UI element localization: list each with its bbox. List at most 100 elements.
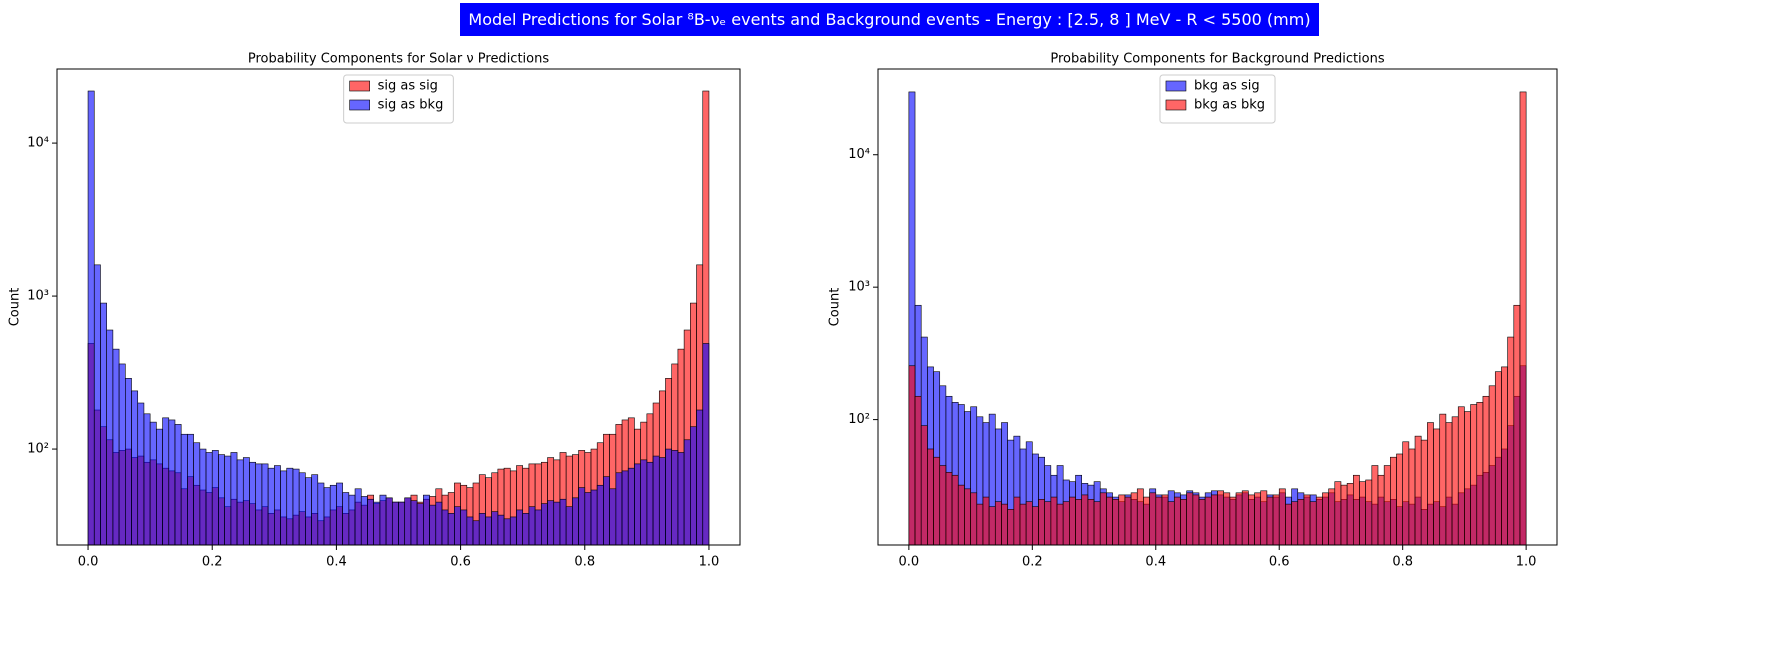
bar xyxy=(982,496,990,546)
bar xyxy=(472,520,480,546)
bar xyxy=(292,468,300,546)
bar xyxy=(1248,494,1255,546)
legend-swatch xyxy=(349,80,370,92)
bar xyxy=(485,516,492,546)
bar xyxy=(236,459,244,546)
bar xyxy=(1069,496,1076,546)
bar xyxy=(665,448,672,546)
bar xyxy=(168,419,176,546)
legend-swatch xyxy=(349,99,370,111)
bar xyxy=(211,450,219,546)
bar xyxy=(410,500,418,546)
bar xyxy=(447,513,455,546)
bar xyxy=(398,501,406,546)
bar xyxy=(218,454,225,546)
bar xyxy=(1149,492,1157,546)
bar xyxy=(348,494,356,546)
bar xyxy=(621,470,629,546)
bar xyxy=(1093,501,1101,546)
bar xyxy=(1260,490,1268,546)
bar xyxy=(503,518,511,546)
bar xyxy=(162,417,170,546)
bar xyxy=(317,482,325,546)
bar xyxy=(267,467,275,546)
bar xyxy=(1075,499,1082,546)
bar xyxy=(112,348,120,546)
bar xyxy=(1303,494,1311,546)
bar xyxy=(1408,448,1416,546)
bar xyxy=(945,471,953,546)
bar xyxy=(1451,416,1459,546)
bar xyxy=(305,477,312,546)
bar xyxy=(143,413,151,546)
bar xyxy=(1032,506,1039,546)
bar xyxy=(1427,422,1434,546)
x-tick-label: 1.0 xyxy=(699,555,720,570)
y-tick-label: 10² xyxy=(848,412,870,427)
bar xyxy=(1050,496,1058,546)
bar xyxy=(603,476,610,546)
bar xyxy=(174,424,182,546)
bar xyxy=(298,472,306,546)
bar xyxy=(329,484,337,546)
bar xyxy=(1192,494,1200,546)
bar xyxy=(106,329,114,546)
bar xyxy=(1383,465,1391,546)
bar xyxy=(1464,411,1471,546)
bar xyxy=(609,488,617,546)
bar xyxy=(242,457,250,546)
bar xyxy=(1346,483,1354,546)
bar xyxy=(1365,479,1373,546)
legend-swatch xyxy=(1165,99,1187,111)
bar xyxy=(1433,428,1441,546)
y-tick-label: 10⁴ xyxy=(848,147,870,162)
bar xyxy=(908,365,916,546)
legend-label: bkg as bkg xyxy=(1194,98,1265,113)
bar xyxy=(578,487,586,546)
bar xyxy=(1062,501,1070,546)
y-tick-label: 10⁴ xyxy=(27,136,49,151)
bar xyxy=(1402,441,1410,546)
bar xyxy=(1204,496,1212,546)
bar xyxy=(988,506,996,546)
bar xyxy=(93,264,101,546)
bar xyxy=(1476,402,1484,546)
bar xyxy=(1001,503,1008,546)
bar xyxy=(1507,336,1515,546)
bar xyxy=(1291,501,1299,546)
bar xyxy=(572,497,579,546)
bar xyxy=(1056,503,1064,546)
bar xyxy=(547,500,555,546)
legend: bkg as sig bkg as bkg xyxy=(1159,74,1276,124)
x-tick-label: 0.6 xyxy=(450,555,471,570)
y-axis-label: Count xyxy=(828,288,843,327)
bar xyxy=(1136,488,1144,546)
bar xyxy=(205,452,213,546)
bar xyxy=(441,509,449,546)
bar xyxy=(1377,474,1385,546)
bar xyxy=(920,425,928,546)
y-tick-label: 10³ xyxy=(848,280,870,295)
bar xyxy=(596,484,604,546)
legend-label: sig as sig xyxy=(378,79,438,94)
bar xyxy=(435,501,443,546)
legend-label: sig as bkg xyxy=(378,98,444,113)
bar xyxy=(1285,503,1292,546)
bar xyxy=(1322,492,1329,546)
bar xyxy=(509,516,517,546)
bar xyxy=(976,503,984,546)
bar xyxy=(1019,503,1027,546)
bar xyxy=(1457,406,1465,546)
x-tick-label: 0.2 xyxy=(1022,555,1043,570)
bar xyxy=(690,426,697,546)
y-tick-label: 10³ xyxy=(27,289,49,304)
bar xyxy=(1130,492,1138,546)
bar xyxy=(627,467,635,546)
bar xyxy=(454,506,461,546)
legend-box xyxy=(343,74,454,124)
bar xyxy=(1038,499,1045,546)
bar xyxy=(1494,371,1502,546)
bar xyxy=(1328,488,1336,546)
